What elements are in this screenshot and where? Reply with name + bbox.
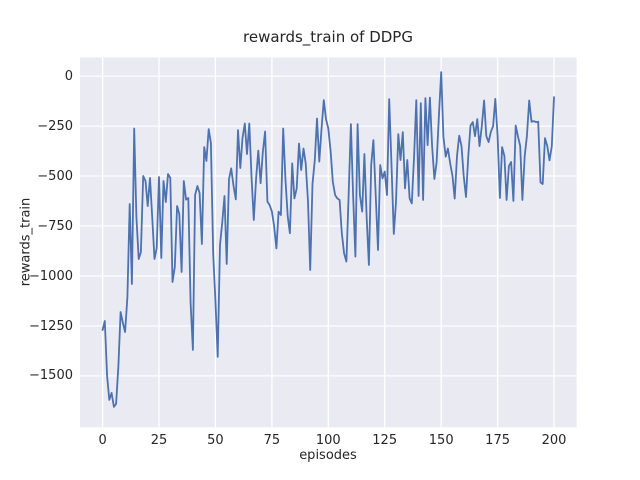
x-tick-label: 200: [541, 433, 567, 448]
x-tick-label: 75: [263, 433, 281, 448]
x-tick-label: 125: [372, 433, 398, 448]
x-tick-label: 50: [207, 433, 224, 448]
y-tick-label: 0: [64, 68, 73, 84]
x-tick-label: 25: [150, 433, 168, 448]
y-tick-label: −1500: [29, 368, 73, 384]
y-tick-label: −500: [37, 168, 73, 184]
y-tick-label: −250: [37, 118, 73, 134]
x-tick-label: 150: [428, 433, 454, 448]
x-tick-label: 0: [98, 433, 107, 448]
x-tick-label: 175: [485, 433, 511, 448]
y-tick-label: −750: [37, 218, 73, 234]
chart-title: rewards_train of DDPG: [243, 28, 413, 46]
x-axis-label: episodes: [299, 448, 357, 463]
rewards-train-line: [101, 71, 555, 408]
y-tick-label: −1250: [29, 318, 73, 334]
x-tick-label: 100: [315, 433, 341, 448]
y-tick-label: −1000: [29, 268, 73, 284]
